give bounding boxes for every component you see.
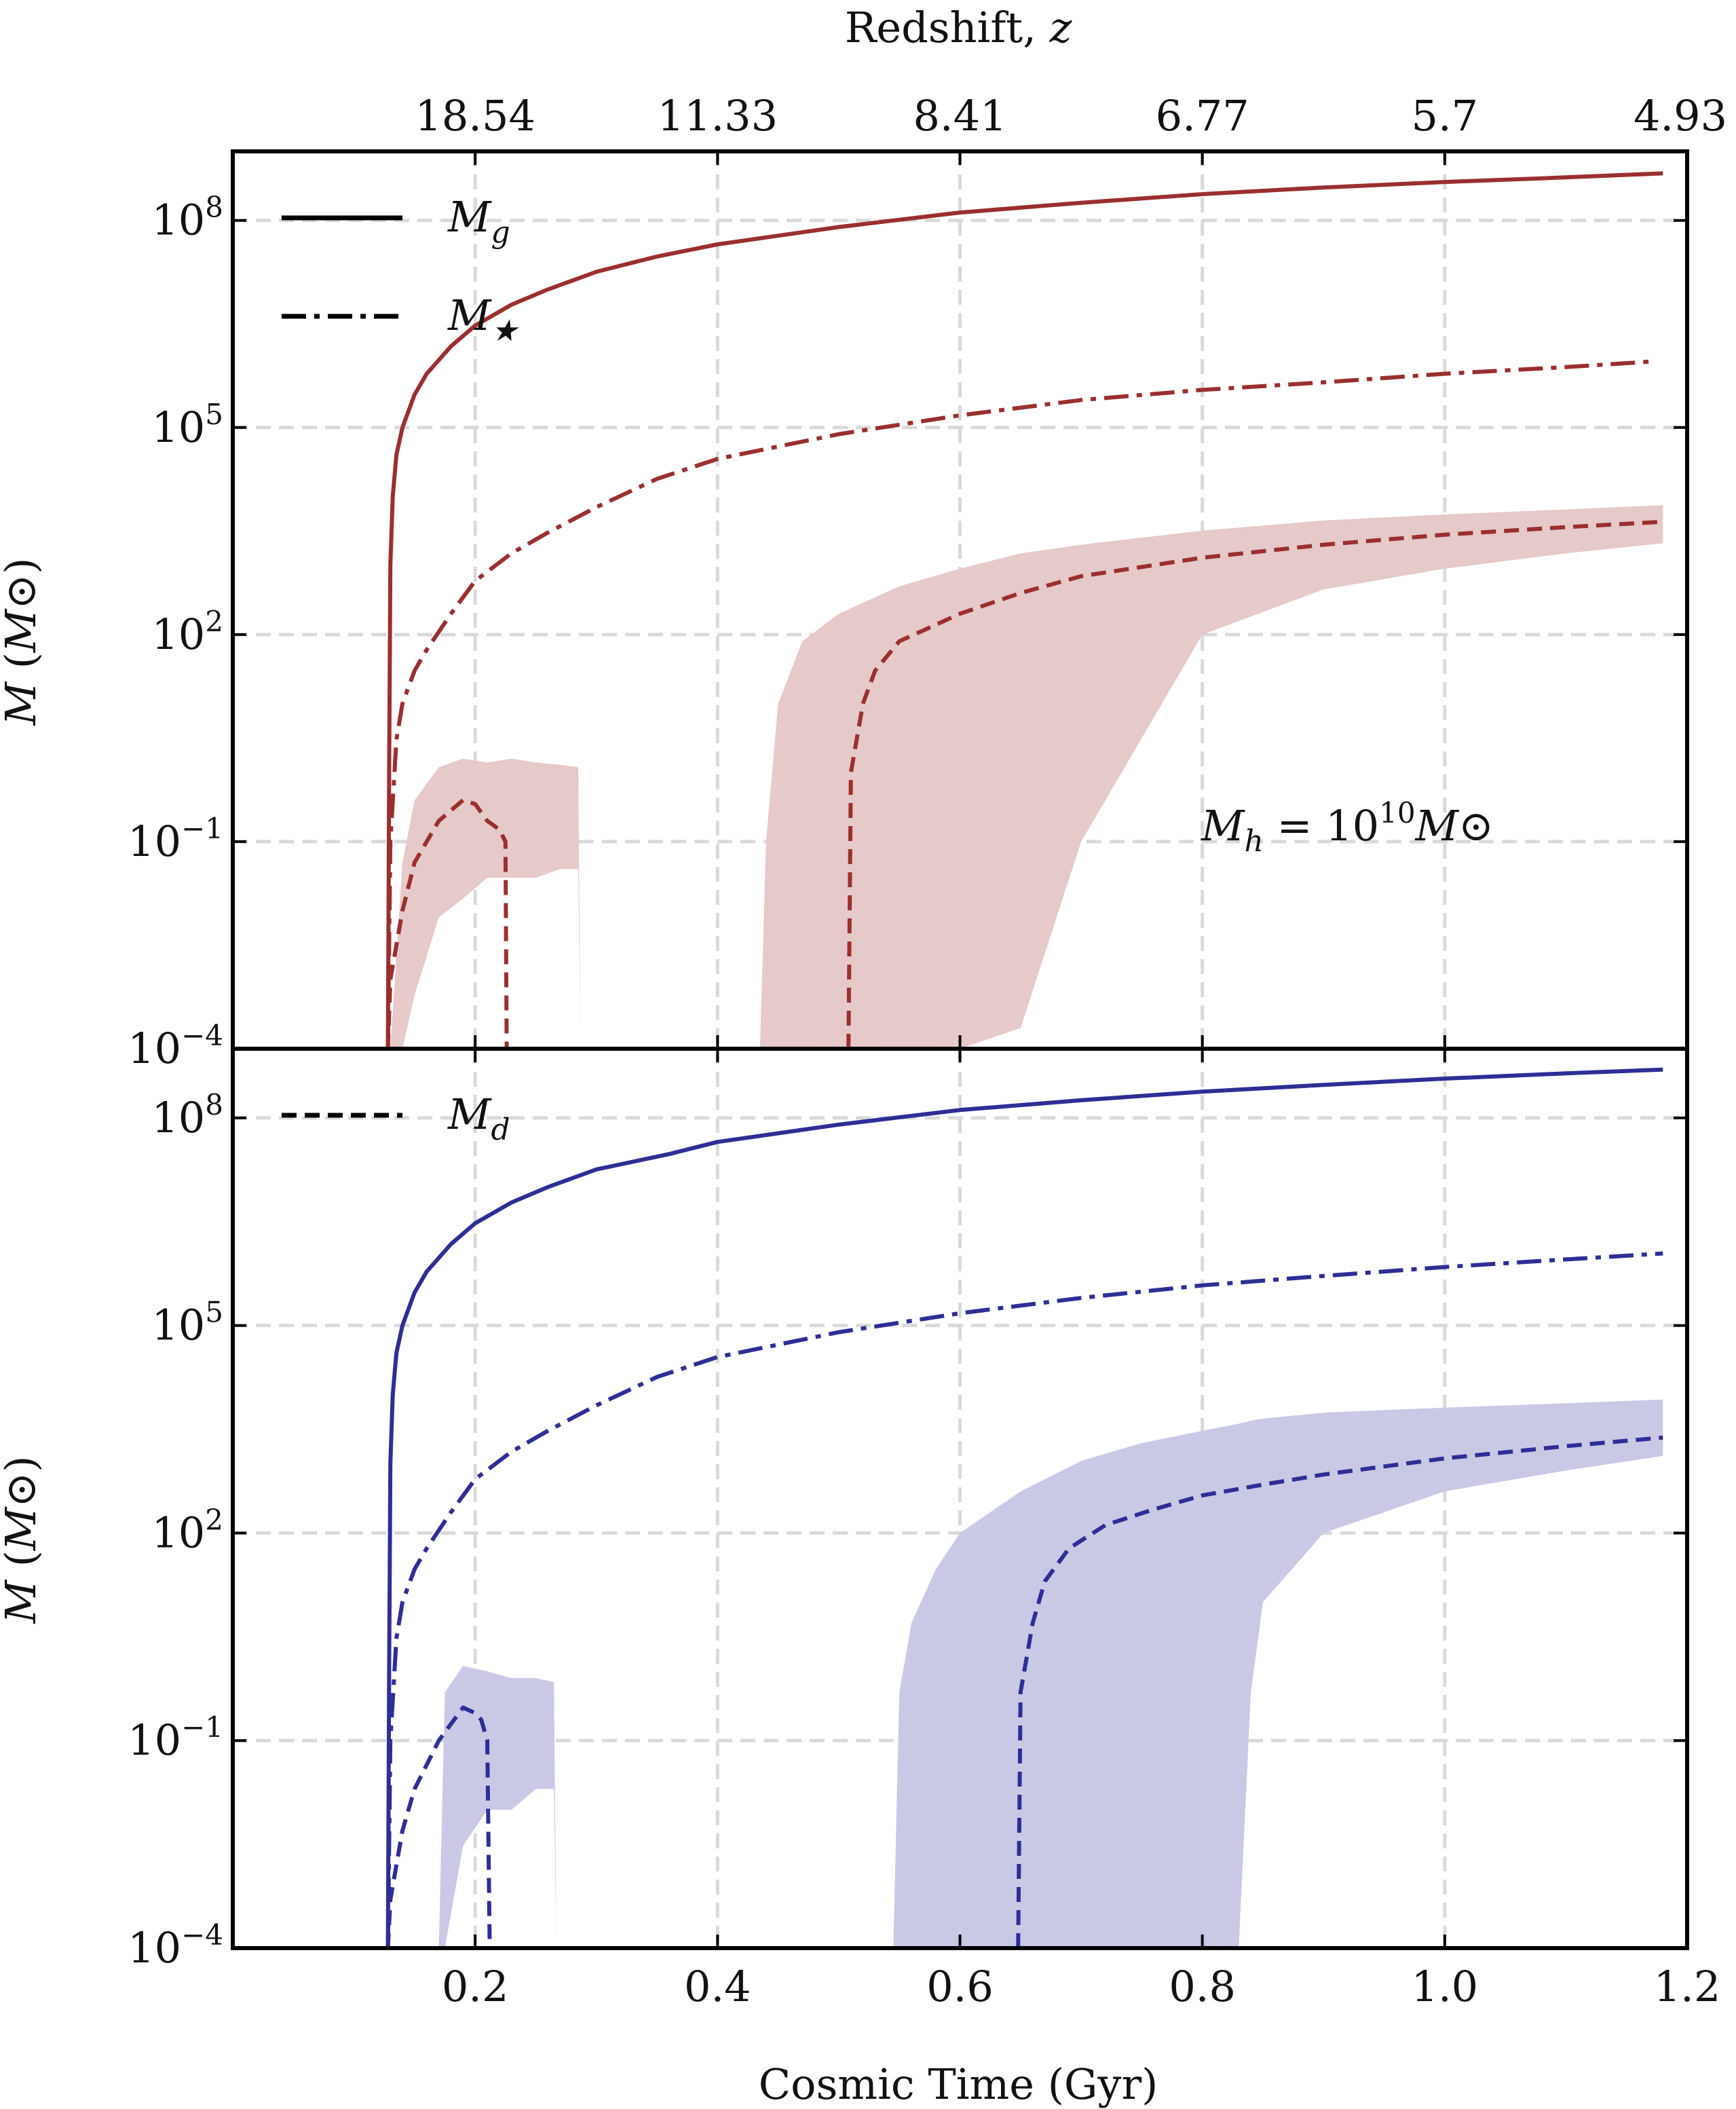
dust-mass-band <box>390 758 581 1049</box>
y-tick-label: 105 <box>151 398 223 452</box>
series-m-line <box>385 359 1651 1049</box>
y-axis-title-top: M (M⊙) <box>0 557 45 726</box>
x-tick-label: 0.6 <box>926 1962 994 2011</box>
y-tick-label: 105 <box>151 1296 223 1350</box>
series-md-line <box>385 798 509 1049</box>
legend-label: Mg <box>447 192 510 250</box>
y-tick-label: 102 <box>151 605 223 659</box>
y-tick-label: 10−1 <box>128 812 223 866</box>
top-x-tick-label: 11.33 <box>658 91 778 141</box>
top-x-tick-label: 5.7 <box>1412 91 1479 141</box>
bottom-panel: 10−4 10−1 102 105 108 Md 0.2 0.4 0.6 0.8 1.0 1.2 <box>128 1047 1721 2011</box>
y-tick-label: 10−4 <box>128 1918 223 1973</box>
y-tick-label: 10−1 <box>128 1711 223 1765</box>
top-x-tick-label: 8.41 <box>913 91 1006 141</box>
series-mg-line <box>385 171 1663 1049</box>
legend-label: Md <box>447 1089 510 1147</box>
x-tick-label: 1.2 <box>1654 1962 1721 2011</box>
x-tick-label: 0.4 <box>684 1962 751 2011</box>
y-axis-title-bottom: M (M⊙) <box>0 1455 45 1624</box>
y-tick-label: 10−4 <box>128 1019 223 1073</box>
series-md-line <box>1016 1435 1663 1949</box>
legend-label: M★ <box>447 291 519 348</box>
y-tick-label: 108 <box>151 191 223 245</box>
series-md-line <box>385 1705 492 1949</box>
series-mg-line <box>385 1067 1663 1949</box>
dust-mass-band <box>759 505 1663 1049</box>
x-tick-label: 0.8 <box>1169 1962 1236 2011</box>
y-tick-label: 102 <box>151 1503 223 1557</box>
dust-mass-band <box>893 1399 1663 1948</box>
top-axis-title: Redshift, z <box>845 3 1072 52</box>
x-tick-label: 0.2 <box>442 1962 509 2011</box>
series-m-line <box>385 1251 1663 1949</box>
x-axis-title: Cosmic Time (Gyr) <box>759 2059 1158 2109</box>
top-panel: 10−4 10−1 102 105 108 Mg M★ 18.54 11.33 8.41 6.77 5… <box>128 91 1727 1073</box>
top-x-tick-label: 4.93 <box>1634 91 1727 141</box>
dust-mass-band <box>438 1666 556 1948</box>
y-tick-label: 108 <box>151 1088 223 1142</box>
series-md-line <box>846 519 1663 1049</box>
top-x-tick-label: 6.77 <box>1156 91 1249 141</box>
top-x-tick-label: 18.54 <box>415 91 535 141</box>
x-tick-label: 1.0 <box>1412 1962 1479 2011</box>
halo-mass-annotation: Mh = 1010M⊙ <box>1201 796 1494 859</box>
